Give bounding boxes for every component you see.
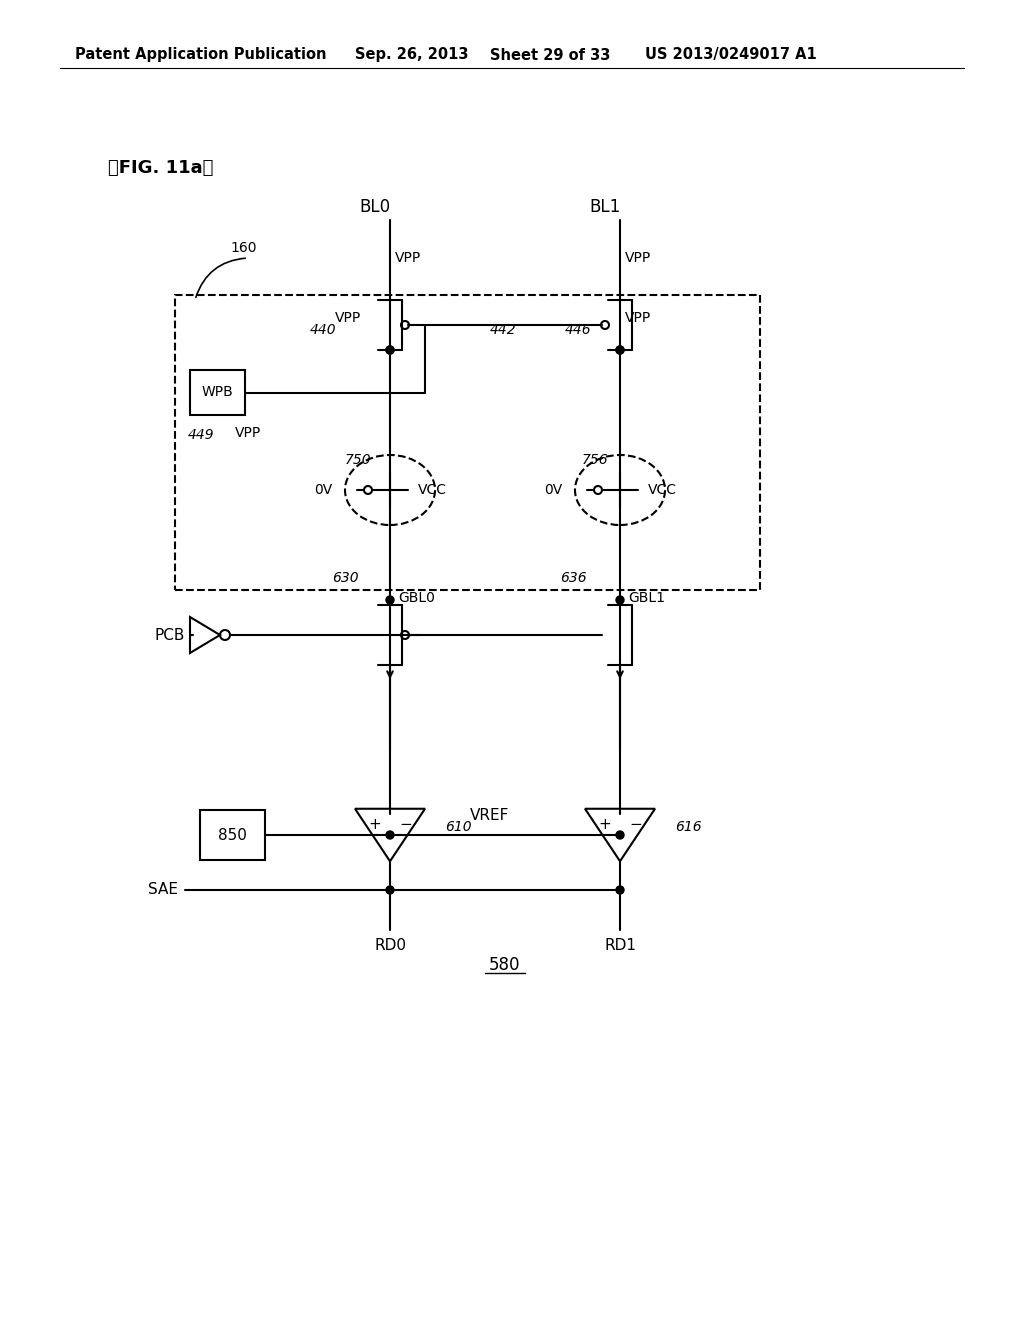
- Text: VPP: VPP: [625, 312, 651, 325]
- Text: 0V: 0V: [313, 483, 332, 498]
- Text: US 2013/0249017 A1: US 2013/0249017 A1: [645, 48, 817, 62]
- Text: 0V: 0V: [544, 483, 562, 498]
- Circle shape: [386, 346, 394, 354]
- Text: 446: 446: [565, 323, 592, 337]
- Text: 630: 630: [332, 572, 358, 585]
- Text: BL0: BL0: [359, 198, 390, 216]
- Text: Patent Application Publication: Patent Application Publication: [75, 48, 327, 62]
- Text: 580: 580: [489, 956, 521, 974]
- Text: VPP: VPP: [234, 426, 261, 440]
- Circle shape: [386, 886, 394, 894]
- Text: PCB: PCB: [155, 627, 185, 643]
- Text: Sep. 26, 2013: Sep. 26, 2013: [355, 48, 469, 62]
- Text: 440: 440: [310, 323, 337, 337]
- Text: VPP: VPP: [335, 312, 361, 325]
- Text: Sheet 29 of 33: Sheet 29 of 33: [490, 48, 610, 62]
- Text: 449: 449: [188, 428, 215, 442]
- Text: −: −: [630, 817, 642, 832]
- Text: 160: 160: [230, 242, 256, 255]
- Text: +: +: [368, 817, 381, 832]
- Text: VCC: VCC: [418, 483, 447, 498]
- Text: RD1: RD1: [604, 937, 636, 953]
- Bar: [175, 294, 760, 590]
- Text: 【FIG. 11a】: 【FIG. 11a】: [108, 158, 213, 177]
- Circle shape: [616, 886, 624, 894]
- Bar: [200, 810, 265, 861]
- Text: VREF: VREF: [470, 808, 510, 822]
- Text: VPP: VPP: [625, 251, 651, 265]
- Text: 636: 636: [560, 572, 587, 585]
- Text: 616: 616: [675, 820, 701, 834]
- Circle shape: [616, 832, 624, 840]
- Text: 756: 756: [582, 453, 608, 467]
- Circle shape: [386, 832, 394, 840]
- Text: −: −: [399, 817, 412, 832]
- Circle shape: [386, 597, 394, 605]
- Text: 850: 850: [218, 828, 247, 842]
- Text: 610: 610: [445, 820, 472, 834]
- Circle shape: [616, 346, 624, 354]
- Text: VCC: VCC: [648, 483, 677, 498]
- Text: BL1: BL1: [590, 198, 621, 216]
- Text: 442: 442: [490, 323, 517, 337]
- Text: VPP: VPP: [395, 251, 421, 265]
- Circle shape: [616, 597, 624, 605]
- Text: WPB: WPB: [202, 385, 233, 400]
- Text: 750: 750: [345, 453, 372, 467]
- Circle shape: [616, 346, 624, 354]
- Text: +: +: [598, 817, 610, 832]
- Circle shape: [386, 346, 394, 354]
- Text: GBL1: GBL1: [628, 591, 665, 605]
- Text: GBL0: GBL0: [398, 591, 435, 605]
- Text: SAE: SAE: [148, 883, 178, 898]
- Bar: [190, 370, 245, 414]
- Text: RD0: RD0: [374, 937, 406, 953]
